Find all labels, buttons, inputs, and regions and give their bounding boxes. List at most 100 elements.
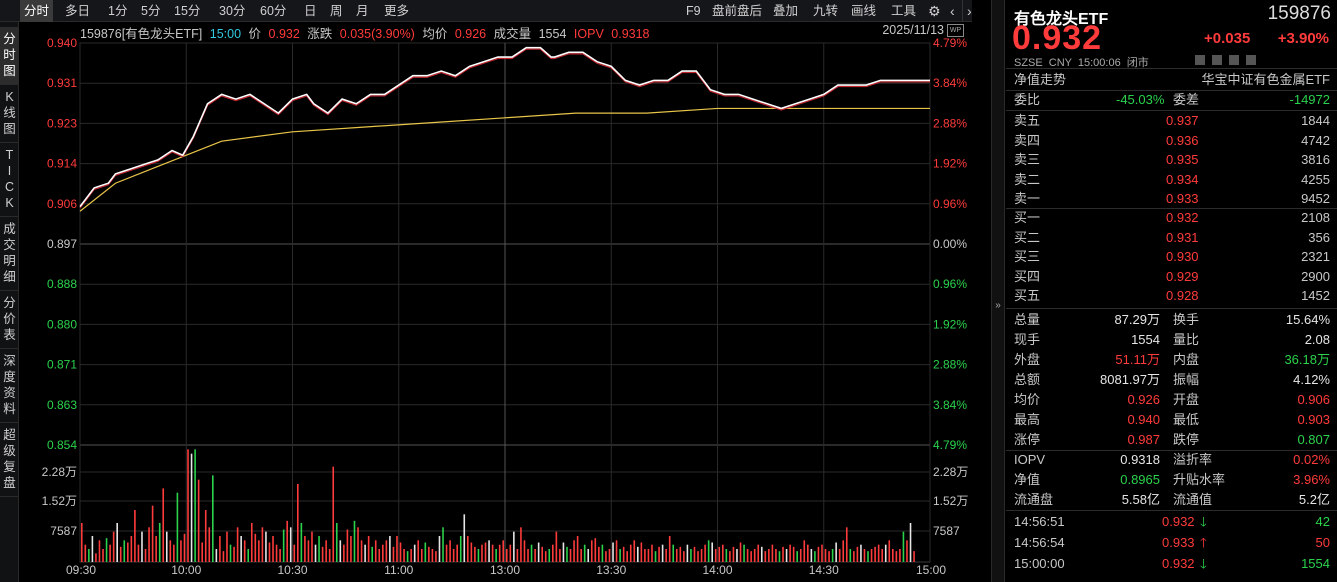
arrow-up-icon: 🡑 — [1200, 535, 1207, 550]
gear-icon[interactable]: ⚙ — [928, 3, 941, 19]
bid-volume: 2900 — [1301, 268, 1330, 284]
edit-icon[interactable] — [1246, 55, 1256, 65]
price-line — [79, 46, 930, 208]
bid-label: 买五 — [1014, 288, 1041, 303]
weibi-label: 委比 — [1014, 92, 1041, 107]
time-tick: 10:30 — [277, 563, 307, 577]
iopv-row: 净值 0.8965 升贴水率 3.96% — [1012, 470, 1330, 490]
pct-tick: 2.88% — [933, 116, 967, 130]
period-tab[interactable]: 分时 — [20, 0, 54, 22]
iopv-value: 5.58亿 — [1121, 492, 1160, 507]
price-change-pct: +3.90% — [1277, 30, 1329, 47]
bid-price: 0.932 — [1166, 210, 1199, 225]
stat-value: 51.11万 — [1115, 352, 1160, 367]
time-tick: 14:00 — [702, 563, 732, 577]
weibi-row: 委比 -45.03% 委差 -14972 — [1012, 90, 1330, 110]
vol-label: 成交量 — [493, 27, 532, 41]
period-tab[interactable]: 5分 — [141, 4, 161, 18]
security-code: 159876 — [1267, 3, 1331, 24]
last-price: 0.932 — [1012, 19, 1103, 57]
market-meta: SZSE CNY 15:00:06 闭市 — [1014, 54, 1149, 70]
panel-collapse-handle[interactable]: » — [991, 0, 1005, 582]
chart-wp-icon[interactable]: WP — [947, 24, 964, 37]
bid-row: 买一 0.932 2108 — [1012, 208, 1330, 228]
toolbar-button[interactable]: F9 — [686, 4, 701, 18]
tick-row: 15:00:00 0.932 🡓 1554 — [1012, 554, 1330, 574]
stat-value: 0.926 — [1127, 392, 1160, 407]
double-chevron-right-icon[interactable]: » — [995, 300, 1001, 311]
time-tick: 13:30 — [596, 563, 626, 577]
pct-tick: 4.79% — [933, 438, 967, 452]
bid-volume: 1452 — [1301, 288, 1330, 303]
iopv-label: 流通值 — [1173, 492, 1213, 507]
period-tab[interactable]: 30分 — [219, 4, 246, 18]
edit-icon[interactable] — [1229, 55, 1239, 65]
bid-price: 0.928 — [1166, 288, 1199, 303]
index-name: 华宝中证有色金属ETF — [1201, 72, 1330, 87]
stat-label: 最低 — [1173, 412, 1200, 427]
toolbar-button[interactable]: 盘前盘后 — [712, 4, 763, 18]
iopv-label: 净值 — [1014, 472, 1041, 487]
price-tick: 0.897 — [47, 237, 77, 251]
ask-volume: 1844 — [1301, 113, 1330, 128]
tick-price: 0.933 — [1162, 535, 1195, 550]
toolbar-button[interactable]: 九转 — [813, 4, 839, 18]
time-tick: 15:00 — [916, 563, 946, 577]
stat-label: 现手 — [1014, 332, 1041, 347]
period-tab[interactable]: 多日 — [65, 4, 91, 18]
stat-label: 振幅 — [1173, 372, 1200, 387]
ask-price: 0.934 — [1166, 171, 1199, 187]
info-change: 0.035(3.90%) — [339, 27, 415, 41]
period-tab[interactable]: 月 — [356, 4, 369, 18]
stat-value: 15.64% — [1285, 312, 1330, 327]
period-tab[interactable]: 更多 — [384, 4, 410, 18]
vol-tick: 1.52万 — [42, 494, 77, 508]
toolbar-button[interactable]: 画线 — [851, 4, 877, 18]
nav-trend-row[interactable]: 净值走势 华宝中证有色金属ETF — [1012, 70, 1330, 90]
change-label: 涨跌 — [307, 27, 333, 41]
toolbar-button[interactable]: 工具 — [891, 4, 917, 18]
period-tab[interactable]: 15分 — [174, 4, 201, 18]
side-tab[interactable]: 超级复盘 — [0, 423, 19, 497]
pct-tick: 2.88% — [933, 358, 967, 372]
stat-row: 总量 87.29万 换手 15.64% — [1012, 310, 1330, 330]
price-tick: 0.906 — [47, 197, 77, 211]
vol-tick: 2.28万 — [42, 465, 77, 479]
meta-currency: CNY — [1048, 57, 1072, 69]
ask-price: 0.936 — [1166, 132, 1199, 148]
period-tab[interactable]: 60分 — [260, 4, 287, 18]
side-tab[interactable]: 分价表 — [0, 291, 19, 349]
ask-label: 卖一 — [1014, 191, 1041, 206]
tick-time: 15:00:00 — [1014, 556, 1065, 571]
bid-price: 0.931 — [1166, 229, 1199, 245]
side-tab[interactable]: 深度资料 — [0, 349, 19, 423]
chart-info-line: 159876[有色龙头ETF] 15:00 价 0.932 涨跌 0.035(3… — [80, 23, 944, 41]
tick-row: 14:56:51 0.932 🡓 42 — [1012, 512, 1330, 532]
stat-label: 总量 — [1014, 312, 1041, 327]
period-tab[interactable]: 日 — [304, 4, 317, 18]
stat-value: 0.903 — [1297, 412, 1330, 427]
ask-row: 卖三 0.935 3816 — [1012, 150, 1330, 170]
stat-value: 0.940 — [1127, 412, 1160, 427]
ask-volume: 3816 — [1301, 152, 1330, 167]
meta-status: 闭市 — [1126, 57, 1149, 69]
ask-label: 卖二 — [1014, 171, 1041, 187]
edit-icon[interactable] — [1195, 55, 1205, 65]
intraday-chart[interactable]: 0.940 0.931 0.923 0.914 0.906 0.897 0.888 0.880… — [0, 0, 975, 582]
iopv-row: IOPV 0.9318 溢折率 0.02% — [1012, 450, 1330, 470]
iopv-value: 0.8965 — [1120, 472, 1160, 487]
nav-prev-icon[interactable]: ‹ — [950, 3, 955, 19]
toolbar-button[interactable]: 叠加 — [773, 4, 799, 18]
time-tick: 09:30 — [66, 563, 96, 577]
edit-icon[interactable] — [1212, 55, 1222, 65]
period-tab[interactable]: 1分 — [108, 4, 128, 18]
side-tab[interactable]: 成交明细 — [0, 217, 19, 291]
nav-next-icon[interactable]: › — [962, 0, 976, 22]
period-tab[interactable]: 周 — [330, 4, 343, 18]
price-tick: 0.880 — [47, 317, 77, 331]
side-tab[interactable]: 分时图 — [0, 27, 19, 85]
stat-value: 87.29万 — [1114, 312, 1160, 327]
